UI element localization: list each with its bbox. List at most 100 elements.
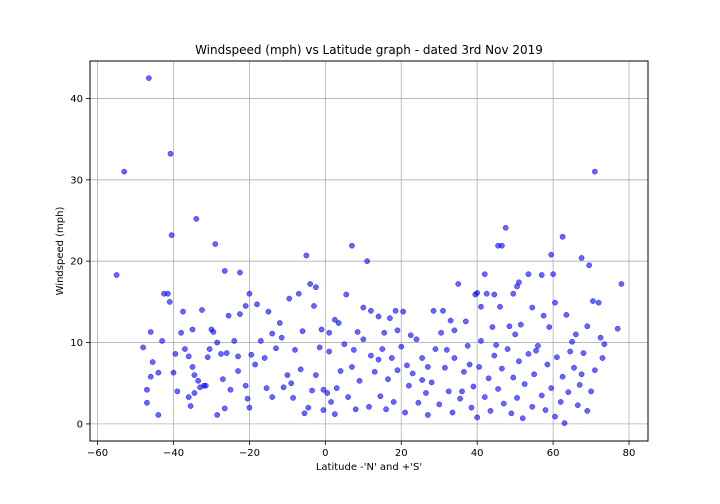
data-point xyxy=(525,271,532,278)
data-point xyxy=(328,399,334,405)
data-point xyxy=(590,298,596,304)
data-point xyxy=(461,368,467,375)
data-point xyxy=(248,351,255,358)
x-tick-label: 80 xyxy=(623,448,636,459)
x-tick-label: −60 xyxy=(87,448,108,459)
data-point xyxy=(178,329,184,336)
data-point xyxy=(601,341,608,348)
data-point xyxy=(309,387,315,394)
data-point xyxy=(538,392,545,399)
y-tick-label: 10 xyxy=(70,338,83,349)
data-point xyxy=(159,338,165,344)
data-point xyxy=(443,347,450,353)
data-point xyxy=(499,242,505,249)
data-point xyxy=(464,342,471,349)
data-point xyxy=(436,401,443,408)
data-point xyxy=(516,279,522,286)
data-point xyxy=(415,399,422,406)
data-point xyxy=(214,339,221,346)
data-point xyxy=(571,364,577,371)
data-point xyxy=(481,271,488,278)
data-point xyxy=(406,382,412,389)
data-point xyxy=(257,338,264,344)
data-point xyxy=(218,351,224,357)
data-point xyxy=(552,299,558,306)
data-point xyxy=(237,311,243,317)
data-point xyxy=(487,408,494,414)
data-point xyxy=(246,404,253,411)
data-point xyxy=(195,377,202,384)
data-point xyxy=(531,371,537,378)
data-point xyxy=(544,361,551,368)
data-point xyxy=(476,364,482,370)
data-point xyxy=(432,346,439,352)
data-point xyxy=(559,233,566,240)
data-point xyxy=(580,350,587,356)
data-point xyxy=(316,344,323,351)
data-point xyxy=(495,386,501,392)
data-point xyxy=(311,303,317,309)
data-point xyxy=(242,382,249,389)
data-point xyxy=(462,318,469,325)
data-point xyxy=(506,323,513,330)
data-point xyxy=(335,320,342,326)
data-point xyxy=(364,258,370,265)
data-point xyxy=(542,407,549,413)
data-point xyxy=(491,352,498,359)
data-point xyxy=(489,324,496,330)
data-point xyxy=(510,374,517,381)
data-point xyxy=(313,372,319,378)
data-point xyxy=(349,364,355,370)
data-point xyxy=(466,361,473,368)
data-point xyxy=(144,399,150,406)
data-point xyxy=(574,402,581,409)
data-point xyxy=(292,347,298,353)
data-point xyxy=(455,281,462,287)
data-point xyxy=(326,348,332,355)
data-point xyxy=(468,404,475,411)
data-point xyxy=(392,307,399,314)
data-point xyxy=(504,346,511,352)
data-point xyxy=(356,377,363,384)
data-point xyxy=(419,377,425,383)
data-point xyxy=(210,329,217,335)
data-point xyxy=(375,313,382,320)
data-point xyxy=(586,262,593,269)
data-point xyxy=(402,409,408,416)
data-point xyxy=(576,382,583,388)
data-point xyxy=(145,75,152,81)
y-axis-label: Windspeed (mph) xyxy=(55,207,66,296)
data-point xyxy=(221,268,228,274)
data-point xyxy=(149,359,156,365)
data-point xyxy=(474,290,481,296)
data-point xyxy=(451,355,458,361)
data-point xyxy=(500,400,507,407)
data-point xyxy=(548,251,555,258)
data-point xyxy=(517,321,524,328)
data-point xyxy=(400,308,407,315)
data-point xyxy=(350,347,357,353)
data-point xyxy=(529,403,536,410)
data-point xyxy=(254,301,260,308)
data-point xyxy=(390,399,397,405)
data-point xyxy=(423,390,429,396)
data-point xyxy=(187,403,194,409)
data-point xyxy=(561,420,568,426)
data-point xyxy=(597,334,604,341)
data-point xyxy=(313,284,319,291)
x-tick-label: 0 xyxy=(322,448,328,459)
data-point xyxy=(263,385,270,391)
data-point xyxy=(326,329,332,336)
data-point xyxy=(569,338,575,345)
data-point xyxy=(557,399,564,405)
data-point xyxy=(377,393,384,400)
data-point xyxy=(261,355,268,361)
data-point xyxy=(189,326,196,333)
data-point xyxy=(451,327,458,334)
data-point xyxy=(398,343,405,350)
chart-title: Windspeed (mph) vs Latitude graph - date… xyxy=(195,43,543,57)
data-point xyxy=(521,381,528,387)
data-point xyxy=(404,362,410,369)
data-point xyxy=(214,412,221,418)
